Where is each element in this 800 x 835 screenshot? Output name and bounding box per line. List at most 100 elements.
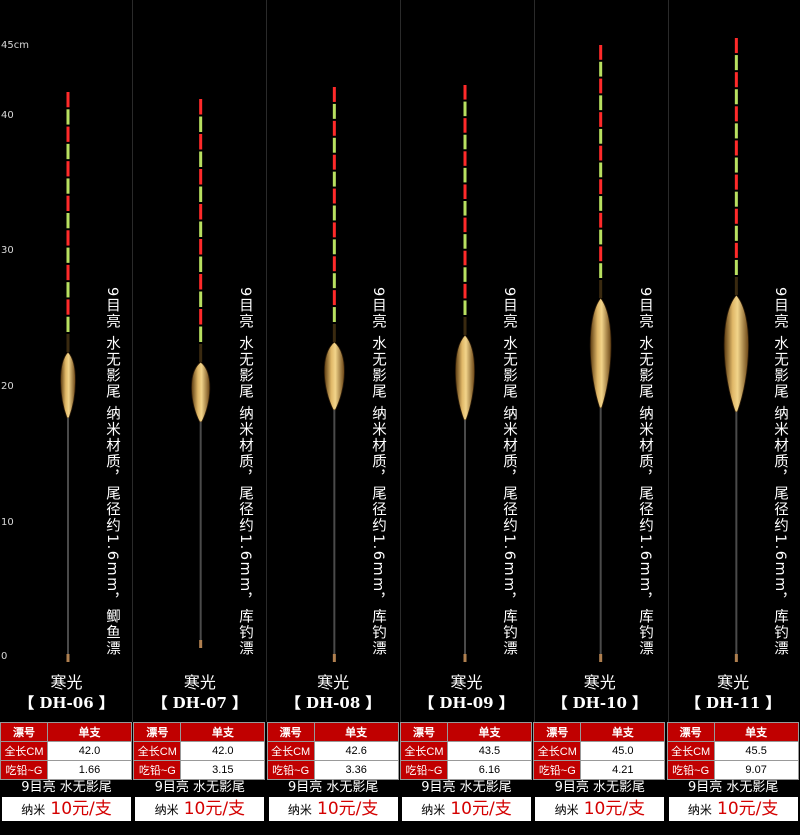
ruler-label: 10 — [1, 517, 14, 528]
float-tail-segment — [332, 239, 336, 255]
float-tail-segment — [199, 309, 203, 325]
feature-text: 9目亮 水无影尾 — [687, 780, 779, 795]
product-panel: 9目亮 水无影尾 纳米材质，尾径约1.6mm，库钓漂 寒光【 DH-09 】漂号单… — [399, 0, 533, 835]
float-tail-segment — [463, 250, 467, 266]
float-tail-segment — [66, 126, 70, 142]
price-prefix: 纳米 — [21, 803, 46, 817]
spec-value-cell: 45.5 — [713, 741, 799, 761]
float-tail-segment — [599, 95, 603, 111]
price-amount: 10元/支 — [317, 799, 379, 819]
float-tail-segment — [599, 145, 603, 161]
spec-row: 全长CM 45.0 — [533, 741, 666, 761]
spec-row: 吃铅~G 3.15 — [133, 760, 266, 780]
model-code: 【 DH-10 】 — [552, 694, 648, 712]
spec-value-cell: 6.16 — [446, 760, 532, 780]
feature-text: 9目亮 水无影尾 — [421, 780, 512, 795]
float-foot — [199, 640, 203, 648]
spec-label-cell: 吃铅~G — [533, 760, 582, 780]
ruler-label: 40 — [1, 110, 14, 121]
spec-header-row: 漂号 单支 — [666, 722, 799, 742]
ruler-label: 30 — [1, 245, 14, 256]
spec-header-row: 漂号 单支 — [266, 722, 399, 742]
model-code: 【 DH-07 】 — [152, 694, 248, 712]
float-tail-segment — [332, 103, 336, 119]
spec-label-cell: 全长CM — [266, 741, 315, 761]
panel-divider — [668, 0, 669, 722]
feature-text: 9目亮 水无影尾 — [21, 780, 112, 795]
float-tail-segment — [734, 208, 738, 224]
float-tail-segment — [734, 174, 738, 190]
panel-divider — [266, 0, 267, 722]
float-neck — [734, 277, 738, 295]
float-tail-segment — [332, 120, 336, 136]
price-box: 纳米 10元/支 — [668, 797, 798, 821]
spec-header-cell: 单支 — [313, 722, 399, 742]
float-tail-segment — [66, 143, 70, 160]
float-tail-segment — [463, 217, 467, 233]
spec-table: 漂号 单支 全长CM 45.5 吃铅~G 9.07 — [666, 722, 799, 780]
spec-row: 吃铅~G 6.16 — [399, 760, 532, 780]
float-tail-segment — [66, 247, 70, 263]
product-panel: 9目亮 水无影尾 纳米材质，尾径约1.6mm，库钓漂 寒光【 DH-07 】漂号单… — [133, 0, 266, 835]
product-description: 9目亮 水无影尾 纳米材质，尾径约1.6mm，库钓漂 — [771, 287, 788, 657]
brand-name: 寒光 — [717, 673, 750, 692]
float-tail-segment — [332, 137, 336, 153]
float-tail-segment — [199, 221, 203, 237]
spec-table: 漂号 单支 全长CM 42.0 吃铅~G 3.15 — [133, 722, 266, 780]
float-tail-segment — [734, 55, 738, 71]
float-tail-segment — [734, 123, 738, 139]
spec-value-cell: 3.15 — [180, 760, 266, 780]
float-foot — [463, 654, 467, 662]
product-panel: 9目亮 水无影尾 纳米材质，尾径约1.6mm，库钓漂 寒光【 DH-11 】漂号单… — [666, 0, 800, 835]
feature-text: 9目亮 水无影尾 — [287, 780, 379, 795]
float-neck — [332, 324, 336, 342]
spec-table: 漂号 单支 全长CM 42.0 吃铅~G 1.66 — [0, 722, 132, 780]
float-tail-segment — [734, 225, 738, 241]
float-tail-segment — [599, 162, 603, 178]
float-foot — [332, 654, 336, 662]
float-tail-segment — [463, 134, 467, 150]
model-code: 【 DH-11 】 — [685, 694, 781, 712]
price-prefix: 纳米 — [687, 803, 712, 817]
spec-table: 漂号 单支 全长CM 43.5 吃铅~G 6.16 — [399, 722, 532, 780]
spec-row: 吃铅~G 3.36 — [266, 760, 399, 780]
float-tail-segment — [332, 307, 336, 322]
spec-row: 全长CM 42.0 — [0, 741, 132, 761]
float-tail-segment — [66, 299, 70, 315]
spec-label-cell: 吃铅~G — [0, 760, 48, 780]
float-tail-segment — [734, 72, 738, 88]
float-tail-segment — [463, 151, 467, 166]
float-tail-segment — [734, 89, 738, 105]
float-tail-segment — [199, 169, 203, 185]
spec-value-cell: 42.0 — [180, 741, 266, 761]
spec-row: 全长CM 42.0 — [133, 741, 266, 761]
float-illustration — [454, 85, 476, 662]
float-body — [590, 297, 612, 409]
float-tail-segment — [332, 222, 336, 238]
float-tail-segment — [599, 78, 603, 94]
price-prefix: 纳米 — [287, 803, 312, 817]
float-body — [60, 351, 76, 419]
float-tail-segment — [199, 134, 203, 150]
float-tail-segment — [66, 230, 70, 246]
float-tail-segment — [463, 300, 467, 315]
spec-label-cell: 全长CM — [0, 741, 48, 761]
float-tail-segment — [463, 118, 467, 133]
price-amount: 10元/支 — [583, 799, 646, 819]
float-body — [454, 334, 476, 421]
panel-divider — [534, 0, 535, 722]
price-box: 纳米 10元/支 — [401, 797, 531, 821]
brand-name: 寒光 — [183, 673, 216, 692]
spec-header-cell: 漂号 — [533, 722, 582, 742]
float-foot — [599, 654, 603, 662]
panel-divider — [132, 0, 133, 722]
spec-header-cell: 漂号 — [266, 722, 315, 742]
product-panel: 9目亮 水无影尾 纳米材质，尾径约1.6mm，库钓漂 寒光【 DH-08 】漂号单… — [266, 0, 400, 835]
float-tail-segment — [599, 179, 603, 195]
ruler-label: 45cm — [1, 40, 29, 51]
float-tail-segment — [332, 87, 336, 102]
product-panel: 9目亮 水无影尾 纳米材质，尾径约1.6mm，库钓漂 寒光【 DH-10 】漂号单… — [533, 0, 666, 835]
float-body — [323, 341, 345, 411]
brand-name: 寒光 — [450, 673, 483, 692]
spec-header-cell: 漂号 — [666, 722, 715, 742]
